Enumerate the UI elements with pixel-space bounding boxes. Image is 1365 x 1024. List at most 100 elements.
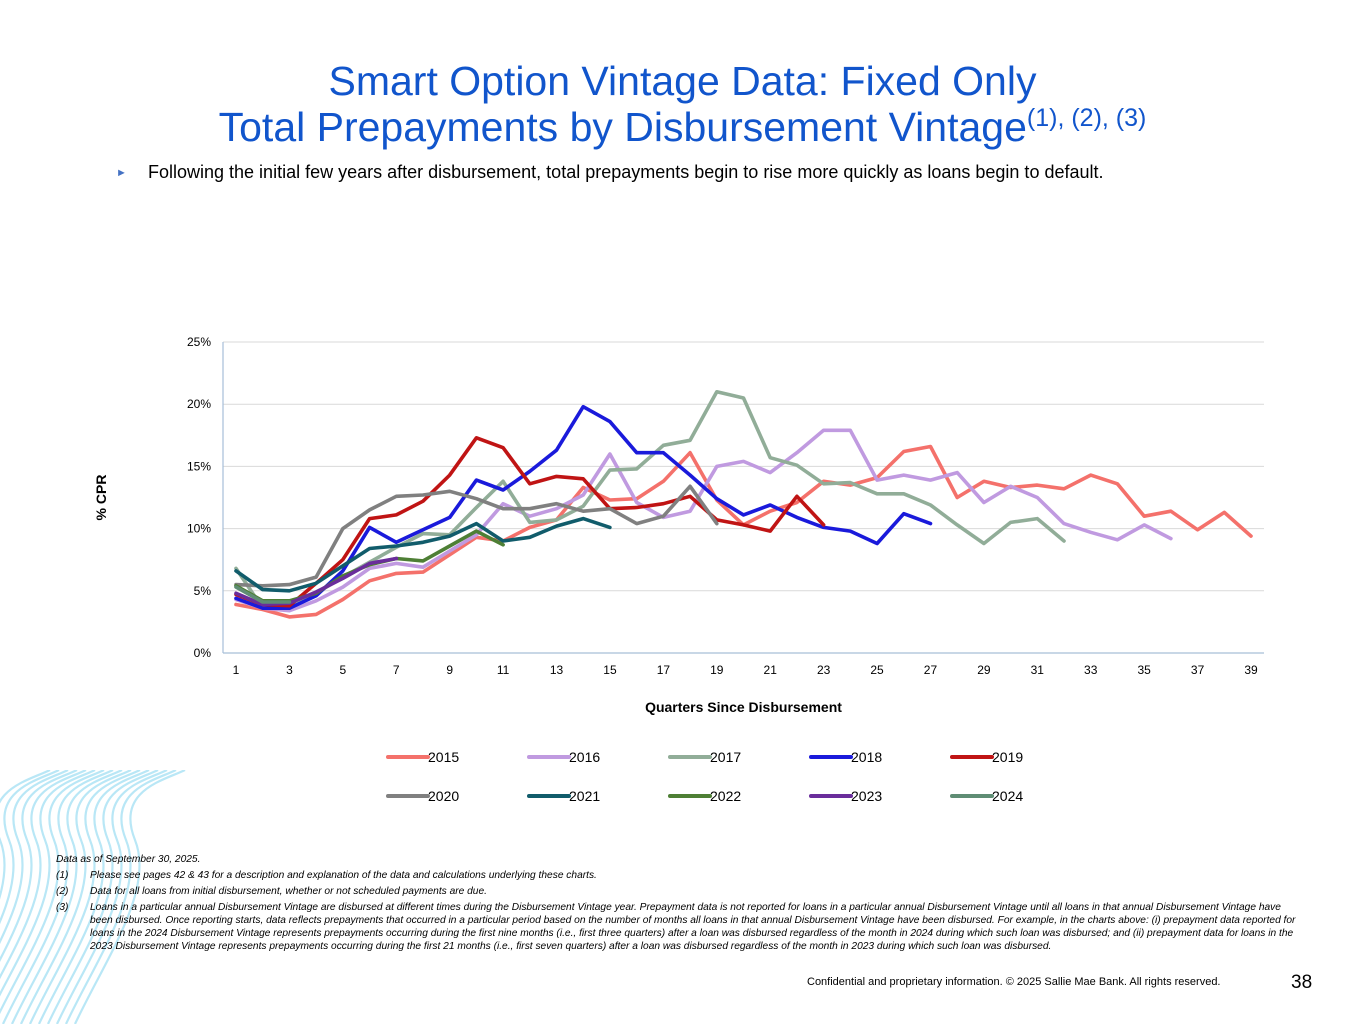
footnote-3-text: Loans in a particular annual Disbursemen… xyxy=(90,902,1296,952)
legend-item-2016: 2016 xyxy=(527,749,600,765)
wave-line xyxy=(38,770,150,1024)
legend-item-2019: 2019 xyxy=(950,749,1023,765)
series-line-2023 xyxy=(234,556,399,607)
series-2021 xyxy=(234,516,612,593)
legend-item-2024: 2024 xyxy=(950,788,1023,804)
footnote-2-text: Data for all loans from initial disburse… xyxy=(90,886,487,897)
wave-line xyxy=(0,770,105,1015)
footnote-3: (3) Loans in a particular annual Disburs… xyxy=(56,901,1296,953)
x-tick-label: 35 xyxy=(1137,663,1151,677)
wave-line xyxy=(0,770,87,980)
wave-line xyxy=(0,770,96,997)
legend-label: 2019 xyxy=(992,749,1023,765)
footnote-1-text: Please see pages 42 & 43 for a descripti… xyxy=(90,870,597,881)
y-tick-label: 20% xyxy=(187,397,211,411)
y-tick-label: 5% xyxy=(194,584,212,598)
footnote-2: (2) Data for all loans from initial disb… xyxy=(56,885,1296,898)
footnote-as-of: Data as of September 30, 2025. xyxy=(56,854,201,865)
y-tick-label: 15% xyxy=(187,459,211,473)
title-line-2-text: Total Prepayments by Disbursement Vintag… xyxy=(218,104,1027,150)
series-2024 xyxy=(234,585,292,604)
x-tick-label: 27 xyxy=(924,663,938,677)
legend-item-2023: 2023 xyxy=(809,788,882,804)
legend-label: 2015 xyxy=(428,749,459,765)
cpr-line-chart: 0%5%10%15%20%25%1 3 5 7 9 11 13 15 17 19 21 23 25 27 2… xyxy=(93,335,1264,804)
y-tick-label: 0% xyxy=(194,646,212,660)
page-title: Smart Option Vintage Data: Fixed Only To… xyxy=(0,58,1365,150)
series-line-2018 xyxy=(234,404,933,611)
series-2015 xyxy=(234,444,1253,619)
x-tick-label: 37 xyxy=(1191,663,1205,677)
legend-label: 2016 xyxy=(569,749,600,765)
wave-line xyxy=(65,770,177,1024)
confidential-notice: Confidential and proprietary information… xyxy=(807,976,1221,988)
wave-line xyxy=(0,770,60,925)
legend-label: 2017 xyxy=(710,749,741,765)
legend-item-2018: 2018 xyxy=(809,749,882,765)
x-tick-label: 23 xyxy=(817,663,831,677)
x-tick-label: 5 xyxy=(339,663,346,677)
page-number: 38 xyxy=(1291,972,1313,993)
x-tick-label: 3 xyxy=(286,663,293,677)
series-line-2024 xyxy=(234,585,292,604)
y-axis-title: % CPR xyxy=(93,475,109,521)
x-tick-label: 17 xyxy=(657,663,671,677)
decorative-wave-pattern xyxy=(0,770,186,1024)
wave-line xyxy=(56,770,168,1024)
series-line-2017 xyxy=(234,390,1066,611)
wave-line xyxy=(0,770,78,962)
legend-item-2015: 2015 xyxy=(386,749,459,765)
x-tick-label: 11 xyxy=(497,663,510,677)
legend-label: 2020 xyxy=(428,788,459,804)
title-line-2: Total Prepayments by Disbursement Vintag… xyxy=(0,104,1365,150)
x-tick-label: 25 xyxy=(870,663,884,677)
x-tick-label: 9 xyxy=(446,663,453,677)
bullet-text: Following the initial few years after di… xyxy=(148,162,1104,182)
legend-item-2020: 2020 xyxy=(386,788,459,804)
x-tick-label: 29 xyxy=(977,663,991,677)
footnote-3-key: (3) xyxy=(56,902,69,913)
series-2018 xyxy=(234,404,933,611)
wave-line xyxy=(29,770,141,1024)
legend-label: 2021 xyxy=(569,788,600,804)
wave-line xyxy=(11,770,123,1024)
x-axis-title: Quarters Since Disbursement xyxy=(645,699,842,715)
bullet-arrow-icon: ► xyxy=(116,167,127,179)
legend-label: 2023 xyxy=(851,788,882,804)
legend-label: 2018 xyxy=(851,749,882,765)
legend-item-2021: 2021 xyxy=(527,788,600,804)
x-tick-label: 13 xyxy=(550,663,564,677)
y-tick-label: 25% xyxy=(187,335,211,349)
series-2017 xyxy=(234,390,1066,611)
series-line-2021 xyxy=(234,516,612,593)
x-tick-label: 31 xyxy=(1031,663,1045,677)
x-tick-label: 33 xyxy=(1084,663,1098,677)
wave-line xyxy=(74,770,186,1024)
x-tick-label: 39 xyxy=(1244,663,1258,677)
x-tick-label: 21 xyxy=(764,663,778,677)
series-line-2019 xyxy=(234,436,826,608)
footnote-2-key: (2) xyxy=(56,886,69,897)
bullet-point: ► Following the initial few years after d… xyxy=(116,162,1104,183)
wave-line xyxy=(2,770,114,1024)
legend-item-2022: 2022 xyxy=(668,788,741,804)
wave-line xyxy=(47,770,159,1024)
title-line-1: Smart Option Vintage Data: Fixed Only xyxy=(328,58,1037,104)
footnote-1-key: (1) xyxy=(56,870,69,881)
wave-line xyxy=(20,770,132,1024)
x-tick-label: 7 xyxy=(393,663,400,677)
series-line-2020 xyxy=(234,484,719,588)
title-superscript: (1), (2), (3) xyxy=(1026,104,1147,132)
series-line-2015 xyxy=(234,444,1253,619)
x-tick-label: 15 xyxy=(603,663,617,677)
x-tick-label: 1 xyxy=(233,663,240,677)
wave-line xyxy=(0,770,69,944)
legend-item-2017: 2017 xyxy=(668,749,741,765)
x-tick-label: 19 xyxy=(710,663,724,677)
legend-label: 2024 xyxy=(992,788,1023,804)
y-tick-label: 10% xyxy=(187,522,211,536)
footnote-1: (1) Please see pages 42 & 43 for a descr… xyxy=(56,869,1296,882)
legend-label: 2022 xyxy=(710,788,741,804)
footnotes: Data as of September 30, 2025. (1) Pleas… xyxy=(56,853,1296,953)
series-2020 xyxy=(234,484,719,588)
